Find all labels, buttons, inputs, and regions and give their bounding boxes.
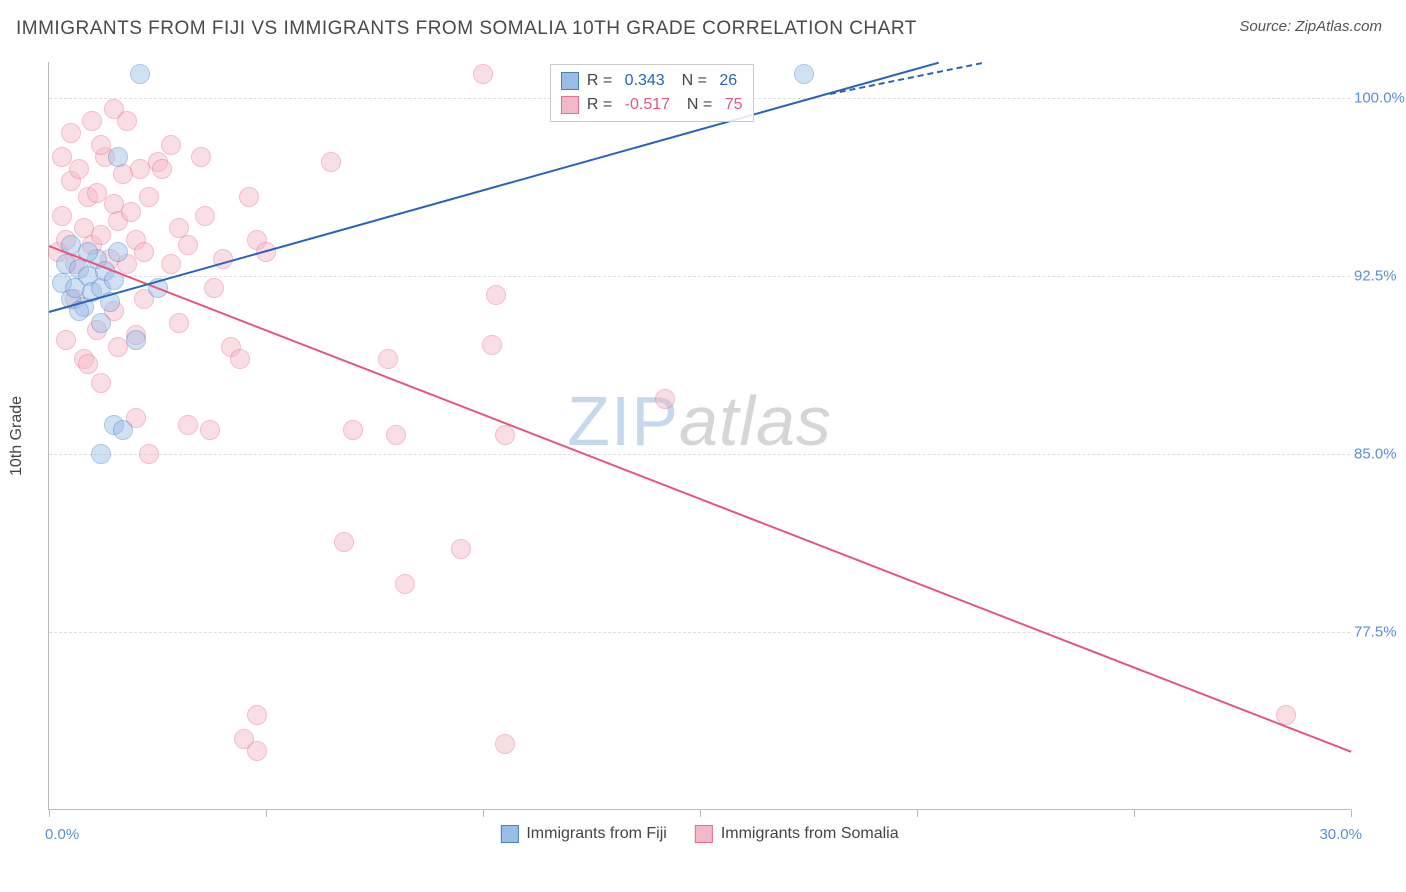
somalia-point [343,420,363,440]
x-tick [266,809,267,817]
x-tick [700,809,701,817]
somalia-point [161,135,181,155]
somalia-point [473,64,493,84]
watermark: ZIPatlas [567,381,832,461]
somalia-point [321,152,341,172]
legend-item-somalia: Immigrants from Somalia [695,825,899,843]
somalia-point [247,741,267,761]
somalia-point [395,574,415,594]
fiji-trend-line-dash [830,62,982,95]
gridline [49,632,1350,633]
source-attribution: Source: ZipAtlas.com [1239,18,1382,35]
somalia-point [82,111,102,131]
stats-r-label: R = [587,96,612,114]
legend-label: Immigrants from Fiji [526,825,666,843]
chart-title: IMMIGRANTS FROM FIJI VS IMMIGRANTS FROM … [16,18,917,40]
fiji-point [91,313,111,333]
fiji-point [126,330,146,350]
stats-n-value: 75 [720,96,742,114]
stats-n-value: 26 [715,72,737,90]
somalia-point [247,705,267,725]
y-axis-title: 10th Grade [8,395,26,475]
stats-swatch [561,72,579,90]
chart-header: IMMIGRANTS FROM FIJI VS IMMIGRANTS FROM … [0,0,1406,40]
somalia-point [121,202,141,222]
somalia-point [178,235,198,255]
somalia-point [334,532,354,552]
somalia-point [495,425,515,445]
scatter-chart: 10th Grade ZIPatlas 100.0%92.5%85.0%77.5… [48,62,1350,810]
somalia-trend-line [49,245,1352,753]
source-prefix: Source: [1239,18,1295,35]
somalia-point [191,147,211,167]
somalia-point [230,349,250,369]
somalia-point [161,254,181,274]
stats-r-value: -0.517 [620,96,670,114]
stats-box: R = 0.343 N = 26R = -0.517 N = 75 [550,64,754,122]
somalia-point [139,187,159,207]
somalia-point [152,159,172,179]
somalia-point [169,313,189,333]
y-tick-label: 100.0% [1354,89,1406,106]
legend-label: Immigrants from Somalia [721,825,899,843]
somalia-point [87,183,107,203]
fiji-point [108,242,128,262]
fiji-point [130,64,150,84]
gridline [49,454,1350,455]
somalia-point [139,444,159,464]
somalia-point [178,415,198,435]
stats-n-label: N = [678,96,712,114]
x-max-label: 30.0% [1319,826,1362,843]
legend-swatch [500,825,518,843]
somalia-point [495,734,515,754]
somalia-point [386,425,406,445]
x-tick [917,809,918,817]
stats-row-fiji: R = 0.343 N = 26 [561,69,743,93]
legend-swatch [695,825,713,843]
x-tick [49,809,50,817]
stats-r-value: 0.343 [620,72,664,90]
stats-swatch [561,96,579,114]
gridline [49,276,1350,277]
somalia-point [69,159,89,179]
stats-row-somalia: R = -0.517 N = 75 [561,93,743,117]
x-tick [1134,809,1135,817]
legend: Immigrants from Fiji Immigrants from Soma… [500,825,898,843]
somalia-point [78,354,98,374]
fiji-point [108,147,128,167]
watermark-atlas: atlas [679,382,832,460]
stats-r-label: R = [587,72,612,90]
somalia-point [117,111,137,131]
fiji-point [91,444,111,464]
somalia-point [486,285,506,305]
y-tick-label: 77.5% [1354,623,1406,640]
somalia-point [200,420,220,440]
somalia-point [239,187,259,207]
somalia-point [451,539,471,559]
somalia-point [61,123,81,143]
x-min-label: 0.0% [45,826,79,843]
somalia-point [655,389,675,409]
y-tick-label: 92.5% [1354,267,1406,284]
somalia-point [91,225,111,245]
somalia-point [378,349,398,369]
somalia-point [91,135,111,155]
source-name: ZipAtlas.com [1295,18,1382,35]
somalia-point [52,147,72,167]
somalia-point [52,206,72,226]
x-tick [1351,809,1352,817]
stats-n-label: N = [673,72,707,90]
legend-item-fiji: Immigrants from Fiji [500,825,666,843]
somalia-point [91,373,111,393]
y-tick-label: 85.0% [1354,445,1406,462]
x-tick [483,809,484,817]
fiji-point [794,64,814,84]
somalia-point [134,242,154,262]
somalia-point [204,278,224,298]
somalia-point [195,206,215,226]
somalia-point [482,335,502,355]
fiji-point [113,420,133,440]
somalia-point [56,330,76,350]
